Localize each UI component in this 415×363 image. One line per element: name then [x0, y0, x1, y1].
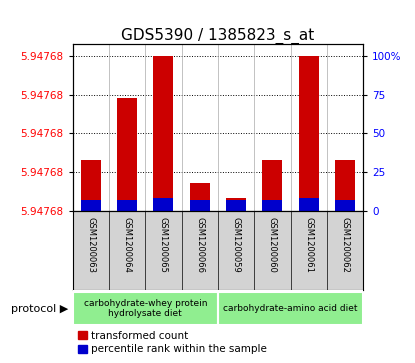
Bar: [154, 56, 173, 211]
Legend: transformed count, percentile rank within the sample: transformed count, percentile rank withi…: [78, 331, 267, 354]
Bar: [81, 200, 101, 211]
Bar: [226, 200, 246, 211]
Text: carbohydrate-amino acid diet: carbohydrate-amino acid diet: [223, 304, 358, 313]
Title: GDS5390 / 1385823_s_at: GDS5390 / 1385823_s_at: [121, 27, 315, 44]
Text: GSM1200065: GSM1200065: [159, 217, 168, 273]
Text: protocol ▶: protocol ▶: [11, 303, 68, 314]
Text: GSM1200060: GSM1200060: [268, 217, 277, 273]
Bar: [299, 198, 319, 211]
Bar: [81, 159, 101, 211]
Text: GSM1200062: GSM1200062: [340, 217, 349, 273]
Bar: [262, 200, 282, 211]
Bar: [226, 198, 246, 211]
Text: GSM1200066: GSM1200066: [195, 217, 204, 273]
Bar: [190, 183, 210, 211]
Bar: [299, 56, 319, 211]
Text: GSM1200059: GSM1200059: [232, 217, 241, 273]
Bar: [335, 200, 355, 211]
Bar: [335, 159, 355, 211]
Bar: [117, 98, 137, 211]
Bar: [117, 200, 137, 211]
Bar: [154, 198, 173, 211]
Bar: [262, 159, 282, 211]
Text: GSM1200064: GSM1200064: [122, 217, 132, 273]
Bar: [218, 292, 363, 325]
Text: GSM1200063: GSM1200063: [86, 217, 95, 273]
Text: GSM1200061: GSM1200061: [304, 217, 313, 273]
Text: carbohydrate-whey protein
hydrolysate diet: carbohydrate-whey protein hydrolysate di…: [83, 299, 207, 318]
Bar: [190, 200, 210, 211]
Bar: [73, 292, 218, 325]
